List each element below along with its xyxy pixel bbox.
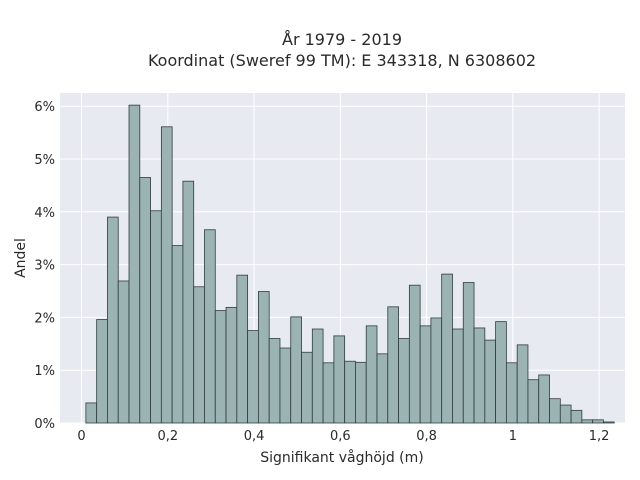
histogram-bar bbox=[96, 319, 108, 424]
histogram-bar bbox=[376, 353, 389, 424]
y-axis-ticks: 0% 1% 2% 3% 4% 5% 6% bbox=[34, 100, 55, 432]
histogram-bar bbox=[365, 325, 378, 424]
histogram-bar bbox=[398, 338, 410, 424]
histogram-bar bbox=[516, 344, 529, 424]
y-tick-label: 1% bbox=[34, 364, 55, 379]
histogram-bar bbox=[538, 374, 550, 424]
histogram-bar bbox=[301, 351, 313, 424]
y-tick-label: 6% bbox=[34, 100, 55, 115]
histogram-bar bbox=[495, 321, 507, 424]
histogram-bar bbox=[279, 347, 292, 424]
histogram-bar bbox=[462, 282, 475, 424]
x-tick-label: 0,4 bbox=[244, 429, 265, 444]
histogram-bar bbox=[268, 338, 281, 424]
histogram-bar bbox=[355, 361, 367, 424]
y-tick-label: 4% bbox=[34, 206, 55, 221]
histogram-bar bbox=[182, 180, 195, 424]
histogram-bar bbox=[204, 229, 216, 424]
histogram-bar bbox=[505, 362, 518, 424]
histogram-bar bbox=[603, 421, 615, 424]
y-axis-label: Andel bbox=[13, 238, 29, 278]
y-tick-label: 5% bbox=[34, 153, 55, 168]
histogram-bar bbox=[559, 404, 572, 424]
histogram-bars bbox=[85, 104, 615, 424]
x-axis-label: Signifikant våghöjd (m) bbox=[260, 449, 423, 466]
histogram-bar bbox=[236, 274, 249, 424]
histogram-bar bbox=[344, 360, 356, 424]
histogram-bar bbox=[570, 409, 583, 424]
y-tick-label: 2% bbox=[34, 311, 55, 326]
histogram-bar bbox=[441, 273, 453, 424]
histogram-bar bbox=[171, 245, 184, 424]
histogram-bar bbox=[160, 126, 173, 424]
y-tick-label: 3% bbox=[34, 259, 55, 274]
histogram-bar bbox=[473, 327, 486, 424]
histogram-bar bbox=[139, 177, 151, 424]
x-tick-label: 1 bbox=[509, 429, 517, 444]
histogram-bar bbox=[107, 216, 119, 424]
histogram-bar bbox=[311, 328, 324, 424]
histogram-bar bbox=[214, 310, 227, 424]
x-tick-label: 0,6 bbox=[330, 429, 351, 444]
histogram-bar bbox=[581, 419, 594, 424]
histogram-bar bbox=[257, 291, 270, 424]
x-tick-label: 0 bbox=[77, 429, 85, 444]
chart-title-line-1: År 1979 - 2019 bbox=[282, 30, 402, 49]
histogram-bar bbox=[408, 284, 421, 424]
histogram-bar bbox=[333, 335, 346, 424]
x-axis-ticks: 0 0,2 0,4 0,6 0,8 1 1,2 bbox=[77, 429, 609, 444]
histogram-bar bbox=[452, 328, 464, 424]
x-tick-label: 1,2 bbox=[589, 429, 610, 444]
histogram-bar bbox=[592, 419, 604, 424]
histogram-bar bbox=[150, 210, 162, 424]
histogram-bar bbox=[117, 280, 130, 424]
histogram-bar bbox=[387, 306, 399, 424]
histogram-bar bbox=[527, 379, 540, 424]
y-tick-label: 0% bbox=[34, 417, 55, 432]
histogram-bar bbox=[430, 317, 443, 424]
histogram-bar bbox=[549, 398, 561, 424]
x-tick-label: 0,8 bbox=[416, 429, 437, 444]
histogram-bar bbox=[290, 316, 302, 424]
histogram-bar bbox=[322, 362, 335, 424]
chart-title-line-2: Koordinat (Sweref 99 TM): E 343318, N 63… bbox=[148, 51, 536, 70]
histogram-bar bbox=[128, 104, 141, 424]
x-tick-label: 0,2 bbox=[157, 429, 178, 444]
histogram-bar bbox=[484, 339, 497, 424]
histogram-bar bbox=[85, 402, 98, 424]
histogram-bar bbox=[247, 330, 259, 424]
histogram-bar bbox=[193, 286, 205, 424]
histogram-bar bbox=[225, 306, 238, 424]
histogram-bar bbox=[419, 325, 432, 424]
